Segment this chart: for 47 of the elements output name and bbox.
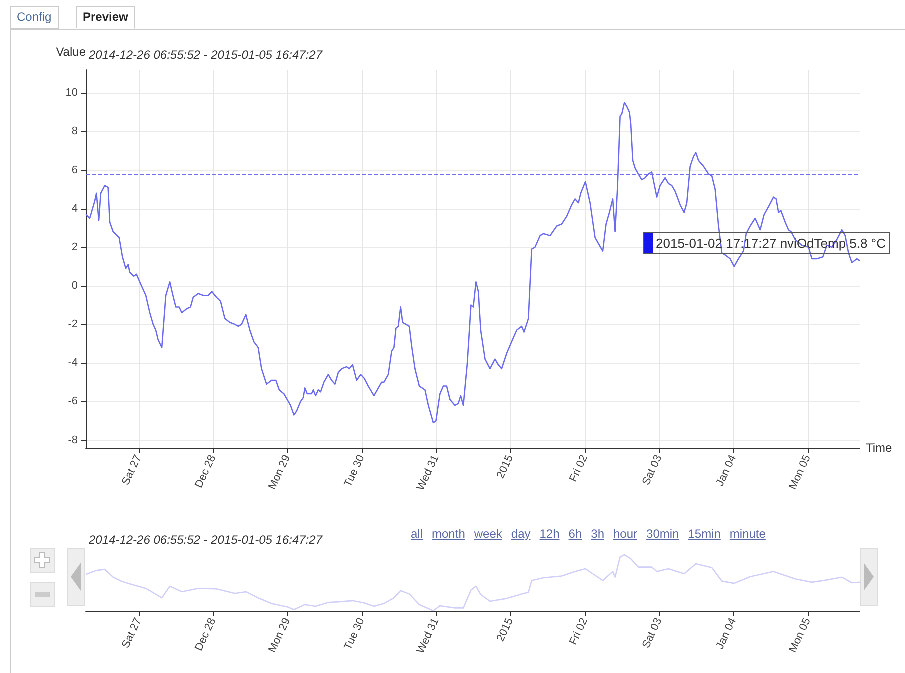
text: Config: [10, 6, 59, 29]
x-tick-label: Fri 02: [568, 453, 590, 484]
y-tick-label: -4: [68, 357, 78, 370]
y-tick-label: -2: [68, 318, 78, 331]
x-axis-title: Time: [866, 441, 893, 455]
x-tick-label: Mon 05: [787, 453, 814, 492]
x-tick-label: Sat 03: [640, 453, 665, 488]
text: month: [432, 527, 466, 541]
chart-title: 2014-12-26 06:55:52 - 2015-01-05 16:47:27: [88, 48, 324, 62]
text: 6h: [568, 527, 582, 541]
y-tick-label: 0: [72, 280, 78, 292]
y-tick-label: 10: [66, 87, 78, 100]
x-tick-label: Sat 27: [120, 453, 144, 488]
x-tick-label: Wed 31: [414, 453, 442, 493]
text: all: [411, 527, 424, 541]
text: hour: [614, 527, 638, 541]
y-tick-label: -8: [68, 434, 78, 446]
text: 15min: [688, 527, 721, 541]
x-tick-label: Jan 04: [714, 453, 740, 488]
y-tick-label: 2: [72, 241, 78, 254]
x-tick-label: Tue 30: [342, 453, 368, 490]
y-tick-label: 6: [72, 164, 78, 176]
x-tick-label: Tue 30: [342, 616, 368, 652]
y-tick-label: 8: [72, 126, 78, 138]
text: 30min: [646, 527, 680, 541]
x-tick-label: Wed 31: [414, 616, 442, 656]
x-tick-label: Dec 28: [193, 616, 219, 654]
x-tick-label: Mon 29: [266, 616, 294, 655]
x-tick-label: Mon 29: [266, 453, 294, 492]
text: Preview: [76, 6, 136, 29]
text: 12h: [540, 527, 560, 541]
text: 3h: [591, 527, 604, 541]
x-tick-label: Sat 03: [640, 616, 665, 650]
text: day: [511, 527, 531, 541]
x-tick-label: Sat 27: [120, 616, 144, 650]
x-tick-label: Fri 02: [568, 616, 590, 647]
x-tick-label: Jan 04: [714, 616, 740, 652]
y-axis-title: Value: [56, 45, 86, 59]
text: week: [474, 527, 502, 541]
x-tick-label: 2015: [494, 616, 516, 644]
chart-title: 2014-12-26 06:55:52 - 2015-01-05 16:47:27: [88, 533, 324, 547]
y-tick-label: 4: [72, 202, 78, 215]
x-tick-label: Mon 05: [787, 616, 814, 655]
y-tick-label: -6: [68, 396, 78, 408]
x-tick-label: 2015: [494, 453, 516, 481]
text: minute: [730, 527, 766, 541]
x-tick-label: Dec 28: [193, 453, 219, 490]
